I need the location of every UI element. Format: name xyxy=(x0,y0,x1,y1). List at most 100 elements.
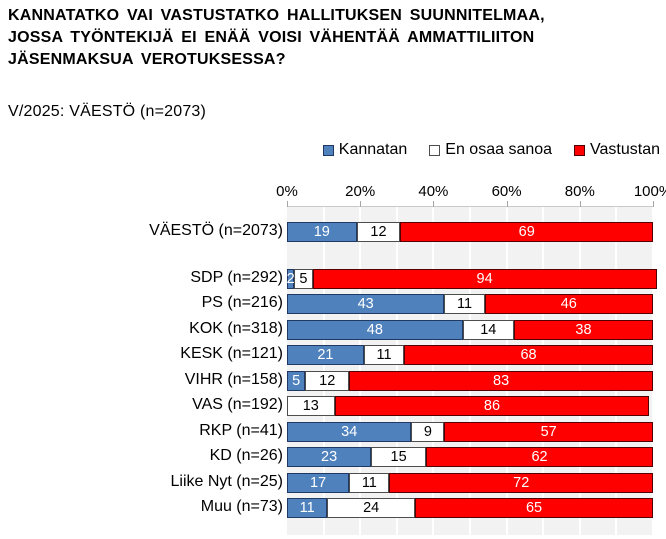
bar-row: 11 24 65 xyxy=(287,498,653,519)
value-label: 21 xyxy=(317,347,334,364)
en-osaa-sanoa-swatch-icon xyxy=(429,144,441,156)
x-axis-label: 0% xyxy=(276,183,298,200)
bar-segment-vastustan: 38 xyxy=(513,319,653,340)
value-label: 11 xyxy=(456,296,473,313)
bar-segment-en-osaa-sanoa: 13 xyxy=(287,396,335,417)
value-label: 83 xyxy=(493,372,510,389)
bar-segment-en-osaa-sanoa: 11 xyxy=(349,472,390,493)
bar-segment-en-osaa-sanoa: 11 xyxy=(363,345,405,366)
bar-segment-kannatan: 34 xyxy=(287,421,412,442)
legend-item-kannatan: Kannatan xyxy=(322,141,408,159)
bar-row: 17 11 72 xyxy=(287,472,653,493)
value-label: 48 xyxy=(366,321,383,338)
category-label: VÄESTÖ (n=2073) xyxy=(149,222,283,239)
bar-segment-en-osaa-sanoa: 9 xyxy=(411,421,445,442)
x-axis-tick xyxy=(579,201,581,207)
chart-subtitle: V/2025: VÄESTÖ (n=2073) xyxy=(8,103,207,120)
bar-segment-en-osaa-sanoa: 5 xyxy=(294,269,313,289)
value-label: 46 xyxy=(560,296,577,313)
value-label: 62 xyxy=(531,449,548,466)
value-label: 5 xyxy=(292,372,301,389)
value-label: 24 xyxy=(363,500,380,517)
bar-segment-kannatan: 2 xyxy=(286,269,295,289)
bar-segment-en-osaa-sanoa: 11 xyxy=(444,294,485,315)
x-axis-label: 60% xyxy=(491,183,522,200)
plot-area: 19 12 69 2 5 94 43 11 46 48 14 38 21 11 68 5 12 83 13 86 34 9… xyxy=(286,207,657,535)
legend-label-kannatan: Kannatan xyxy=(338,141,408,158)
bar-segment-kannatan: 17 xyxy=(287,472,350,493)
value-label: 72 xyxy=(513,474,530,491)
value-label: 38 xyxy=(575,321,592,338)
x-axis-tick xyxy=(653,201,654,207)
value-label: 13 xyxy=(302,398,319,415)
bar-segment-en-osaa-sanoa: 14 xyxy=(462,319,514,340)
category-label: VIHR (n=158) xyxy=(184,370,283,388)
value-label: 11 xyxy=(361,474,377,491)
bar-segment-en-osaa-sanoa: 24 xyxy=(327,498,416,519)
bar-segment-vastustan: 94 xyxy=(312,269,657,289)
bar-segment-vastustan: 46 xyxy=(484,294,653,315)
bar-segment-en-osaa-sanoa: 12 xyxy=(305,370,350,391)
x-axis-tick xyxy=(506,201,508,207)
bar-row: 48 14 38 xyxy=(287,319,653,340)
bar-segment-kannatan: 48 xyxy=(287,319,463,340)
value-label: 5 xyxy=(299,271,308,287)
bar-row: 13 86 xyxy=(287,396,653,417)
x-axis-label: 40% xyxy=(418,183,449,200)
value-label: 69 xyxy=(518,224,535,240)
bar-segment-vastustan: 62 xyxy=(426,447,653,468)
value-label: 9 xyxy=(423,423,432,440)
value-label: 65 xyxy=(525,500,543,517)
chart-title: KANNATATKO VAI VASTUSTATKO HALLITUKSEN S… xyxy=(8,7,545,68)
bar-row: 2 5 94 xyxy=(286,269,657,289)
x-axis-label: 80% xyxy=(564,183,595,200)
bar-segment-vastustan: 72 xyxy=(389,472,653,493)
category-label: SDP (n=292) xyxy=(190,269,283,286)
value-label: 86 xyxy=(483,398,501,415)
category-label: Muu (n=73) xyxy=(200,498,283,516)
bar-row: 21 11 68 xyxy=(287,345,653,366)
x-axis-tick xyxy=(433,201,435,207)
value-label: 12 xyxy=(319,372,336,389)
legend: Kannatan En osaa sanoa Vastustan xyxy=(322,141,660,159)
bar-segment-vastustan: 65 xyxy=(415,498,653,519)
bar-segment-kannatan: 43 xyxy=(287,294,445,315)
bar-row: 43 11 46 xyxy=(287,294,653,315)
legend-item-en-osaa-sanoa: En osaa sanoa xyxy=(429,141,552,159)
legend-label-en-osaa-sanoa: En osaa sanoa xyxy=(445,141,553,158)
bar-segment-kannatan: 21 xyxy=(287,345,364,366)
gridline xyxy=(652,207,654,535)
bar-segment-kannatan: 11 xyxy=(287,498,328,519)
bar-segment-vastustan: 69 xyxy=(400,222,653,242)
bar-row: 5 12 83 xyxy=(287,370,653,391)
category-label: KD (n=26) xyxy=(209,447,283,465)
bar-segment-en-osaa-sanoa: 12 xyxy=(356,222,401,242)
value-label: 94 xyxy=(476,271,493,287)
value-label: 68 xyxy=(520,347,537,364)
x-axis-tick xyxy=(287,201,288,207)
vastustan-swatch-icon xyxy=(574,144,586,156)
bar-segment-vastustan: 68 xyxy=(404,345,653,366)
value-label: 23 xyxy=(321,449,338,466)
bar-segment-vastustan: 83 xyxy=(349,370,653,391)
value-label: 34 xyxy=(341,423,358,440)
value-label: 15 xyxy=(390,449,407,466)
bar-segment-kannatan: 5 xyxy=(287,370,306,391)
bar-row: 23 15 62 xyxy=(287,447,653,468)
value-label: 14 xyxy=(480,321,497,338)
legend-label-vastustan: Vastustan xyxy=(590,141,660,158)
category-label: Liike Nyt (n=25) xyxy=(170,472,284,490)
bar-segment-vastustan: 86 xyxy=(334,396,650,417)
bar-segment-kannatan: 23 xyxy=(287,447,372,468)
category-label: KESK (n=121) xyxy=(180,345,283,363)
x-axis-line xyxy=(287,206,654,207)
bar-row: 34 9 57 xyxy=(287,421,653,442)
value-label: 12 xyxy=(370,224,387,240)
bar-segment-en-osaa-sanoa: 15 xyxy=(371,447,427,468)
value-label: 19 xyxy=(313,224,330,240)
category-label: KOK (n=318) xyxy=(189,319,283,337)
x-axis-label: 100% xyxy=(633,183,666,200)
value-label: 57 xyxy=(540,423,557,440)
value-label: 2 xyxy=(286,271,295,287)
